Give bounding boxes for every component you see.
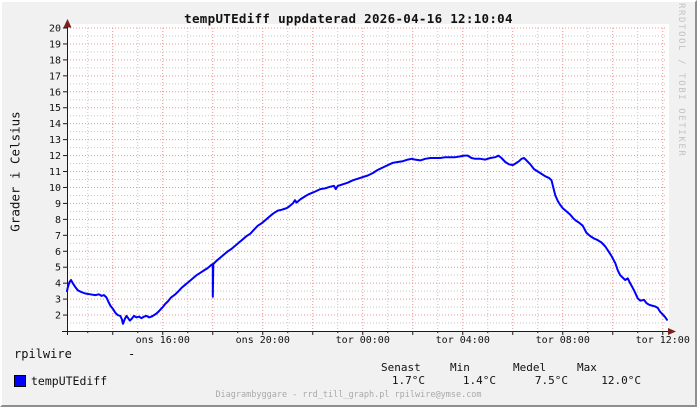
y-tick-labels: 2 3 4 5 6 7 8 9 10 11 12 13 14 15 16 17 18 19 20 <box>49 24 61 322</box>
legend-color-swatch <box>14 375 26 387</box>
svg-text:18: 18 <box>49 55 61 66</box>
svg-text:9: 9 <box>55 199 61 210</box>
svg-text:13: 13 <box>49 135 61 146</box>
legend-source-value: - <box>128 347 136 361</box>
x-tick-labels: ons 16:00 ons 20:00 tor 00:00 tor 04:00 tor … <box>136 335 690 346</box>
footer-credit: Diagrambyggare - rrd_till_graph.pl rpilw… <box>215 390 482 400</box>
svg-text:3: 3 <box>55 295 61 306</box>
svg-text:ons 20:00: ons 20:00 <box>236 335 290 346</box>
stat-header-medel: Medel <box>513 361 547 374</box>
svg-text:20: 20 <box>49 24 61 35</box>
axis-arrows <box>63 19 676 335</box>
svg-text:16: 16 <box>49 87 61 98</box>
svg-text:5: 5 <box>55 263 61 274</box>
axes <box>62 22 672 335</box>
chart-title: tempUTEdiff uppdaterad 2026-04-16 12:10:… <box>184 11 513 26</box>
svg-text:tor 00:00: tor 00:00 <box>336 335 390 346</box>
y-axis-title: Grader i Celsius <box>7 111 23 232</box>
stat-value-min: 1.4°C <box>462 374 496 387</box>
stat-header-senast: Senast <box>381 361 421 374</box>
svg-text:tor 04:00: tor 04:00 <box>436 335 490 346</box>
svg-text:8: 8 <box>55 215 61 226</box>
svg-text:10: 10 <box>49 183 61 194</box>
svg-text:4: 4 <box>55 279 61 290</box>
rrdtool-watermark: RRDTOOL / TOBI OETIKER <box>676 3 686 158</box>
svg-text:2: 2 <box>55 311 61 322</box>
svg-text:7: 7 <box>55 231 61 242</box>
svg-text:15: 15 <box>49 103 61 114</box>
svg-text:tor 12:00: tor 12:00 <box>636 335 690 346</box>
stat-value-medel: 7.5°C <box>534 374 568 387</box>
temperature-line <box>66 154 668 325</box>
svg-text:6: 6 <box>55 247 61 258</box>
stat-value-max: 12.0°C <box>601 374 641 387</box>
svg-text:17: 17 <box>49 71 61 82</box>
legend-source-label: rpilwire <box>14 347 72 361</box>
svg-text:19: 19 <box>49 39 61 50</box>
stat-header-max: Max <box>577 361 597 374</box>
svg-text:14: 14 <box>49 119 61 130</box>
svg-text:ons 16:00: ons 16:00 <box>136 335 190 346</box>
svg-text:tor 08:00: tor 08:00 <box>536 335 590 346</box>
plot-background <box>67 24 669 331</box>
svg-text:11: 11 <box>49 167 61 178</box>
stat-header-min: Min <box>450 361 470 374</box>
stat-value-senast: 1.7°C <box>391 374 425 387</box>
svg-text:12: 12 <box>49 151 61 162</box>
minor-gridlines <box>67 28 667 331</box>
legend-series-label: tempUTEdiff <box>31 374 108 388</box>
